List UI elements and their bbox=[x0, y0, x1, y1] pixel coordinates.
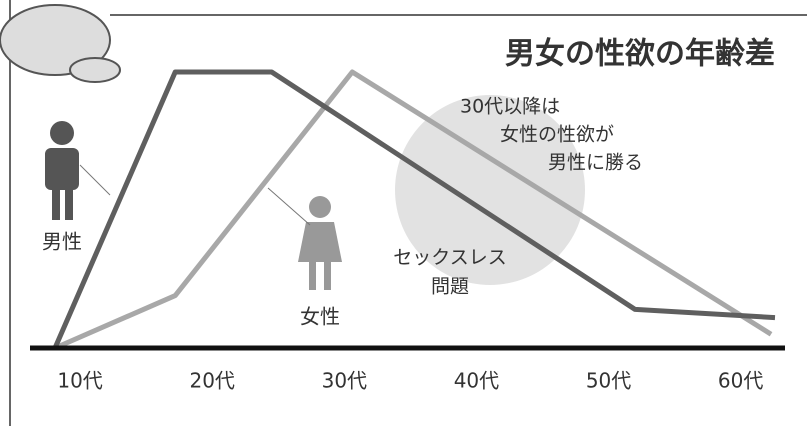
x-tick-label: 60代 bbox=[718, 369, 763, 393]
mascot bbox=[0, 5, 120, 82]
female-icon bbox=[298, 196, 342, 290]
x-tick-label: 10代 bbox=[57, 369, 102, 393]
leader-line bbox=[80, 165, 110, 195]
annotation: セックスレス bbox=[393, 247, 506, 269]
male-icon bbox=[45, 121, 79, 220]
annotation: 問題 bbox=[431, 276, 469, 298]
x-tick-label: 40代 bbox=[454, 369, 499, 393]
annotation: 30代以降は bbox=[460, 96, 560, 118]
legend-label: 男性 bbox=[42, 230, 82, 254]
annotation: 男性に勝る bbox=[548, 152, 643, 174]
legend-label: 女性 bbox=[300, 305, 340, 329]
chart: 男女の性欲の年齢差 男性 女性 30代以降は 女性の性欲が 男性に勝る セックス… bbox=[0, 0, 807, 426]
x-tick-label: 20代 bbox=[189, 369, 234, 393]
x-tick-label: 30代 bbox=[322, 369, 367, 393]
annotation: 女性の性欲が bbox=[500, 124, 614, 146]
leader-line bbox=[268, 188, 310, 225]
chart-title: 男女の性欲の年齢差 bbox=[505, 37, 775, 72]
x-tick-label: 50代 bbox=[586, 369, 631, 393]
